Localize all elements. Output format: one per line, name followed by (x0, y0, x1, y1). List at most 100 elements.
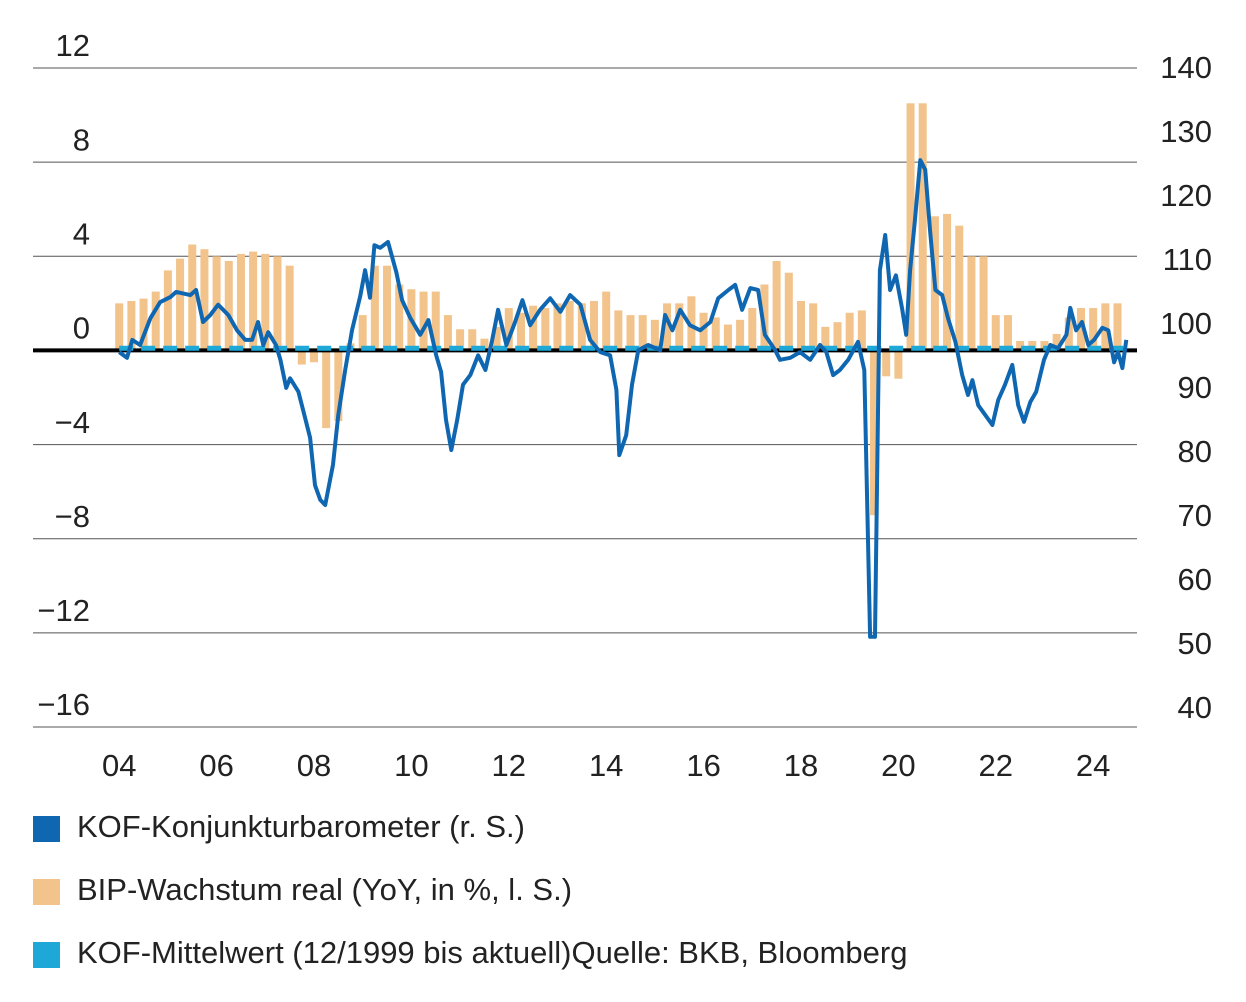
bar (906, 103, 915, 351)
bar (236, 253, 245, 351)
bar (480, 338, 489, 351)
bar (127, 301, 136, 351)
x-tick-label: 12 (492, 748, 526, 783)
bar (723, 324, 732, 351)
bar (918, 103, 927, 351)
x-tick-label: 16 (686, 748, 720, 783)
legend-label: KOF-Konjunkturbarometer (r. S.) (77, 809, 525, 844)
bar (261, 253, 270, 351)
y-tick-label: −16 (37, 687, 90, 722)
y-tick-label: 12 (56, 28, 90, 63)
y2-tick-label: 80 (1178, 434, 1212, 469)
bar (979, 256, 988, 351)
bar (882, 350, 891, 377)
bar (456, 329, 465, 351)
y2-tick-label: 110 (1163, 242, 1212, 277)
bar (602, 291, 611, 351)
y2-tick-label: 40 (1178, 690, 1212, 725)
legend-label: KOF-Mittelwert (12/1999 bis aktuell) (77, 935, 571, 970)
y2-tick-label: 100 (1160, 306, 1212, 341)
bar (1052, 333, 1061, 351)
bar (334, 350, 343, 422)
bar (297, 350, 306, 365)
bar (711, 317, 720, 351)
bar (492, 326, 501, 351)
y-tick-label: 8 (73, 122, 90, 157)
bar (115, 303, 124, 351)
bar (431, 291, 440, 351)
bar (784, 272, 793, 351)
bar (967, 256, 976, 351)
bar (626, 315, 635, 351)
bar (541, 308, 550, 351)
y-tick-label: −12 (37, 593, 90, 628)
bar (894, 350, 903, 379)
y-tick-label: −8 (55, 499, 90, 534)
bar (1016, 341, 1025, 351)
legend-label: BIP-Wachstum real (YoY, in %, l. S.) (77, 872, 572, 907)
x-tick-label: 04 (102, 748, 136, 783)
bar (833, 322, 842, 351)
bar (675, 303, 684, 351)
bar (577, 303, 586, 351)
bar (650, 319, 659, 351)
bar (285, 265, 294, 351)
y2-tick-label: 90 (1178, 370, 1212, 405)
y2-tick-label: 140 (1160, 50, 1212, 85)
bar (614, 310, 623, 351)
bar (1113, 303, 1122, 351)
x-tick-label: 18 (784, 748, 818, 783)
bar (991, 315, 1000, 351)
bar (176, 258, 185, 351)
bar (663, 303, 672, 351)
bar (249, 251, 258, 351)
bar (395, 284, 404, 351)
x-tick-label: 14 (589, 748, 623, 783)
bar (516, 312, 525, 351)
x-tick-label: 10 (394, 748, 428, 783)
bar (383, 265, 392, 351)
x-tick-label: 22 (979, 748, 1013, 783)
bar (760, 284, 769, 351)
y-tick-label: −4 (55, 405, 90, 440)
bar (212, 256, 221, 351)
bar (565, 301, 574, 351)
kof-line (118, 158, 1129, 639)
bar (955, 225, 964, 351)
y2-tick-label: 130 (1160, 114, 1212, 149)
bar (809, 303, 818, 351)
bar (419, 291, 428, 351)
x-tick-label: 08 (297, 748, 331, 783)
bar (468, 329, 477, 351)
y2-tick-label: 50 (1178, 626, 1212, 661)
bar (736, 319, 745, 351)
legend-swatch (33, 942, 60, 968)
y2-tick-label: 60 (1178, 562, 1212, 597)
bar (322, 350, 331, 429)
bar (870, 350, 879, 516)
bar (151, 291, 160, 351)
bar (529, 305, 538, 351)
bar (687, 296, 696, 351)
bar (188, 244, 197, 351)
bar (796, 301, 805, 351)
bar (748, 308, 757, 351)
bar (358, 315, 367, 351)
bar (504, 308, 513, 351)
bar (200, 249, 209, 351)
x-tick-label: 20 (881, 748, 915, 783)
legend-swatch (33, 879, 60, 905)
x-tick-label: 24 (1076, 748, 1110, 783)
y-tick-label: 4 (73, 216, 90, 251)
y2-tick-label: 70 (1178, 498, 1212, 533)
bar (273, 256, 282, 351)
bar (772, 260, 781, 351)
y2-tick-label: 120 (1160, 178, 1212, 213)
bar (821, 326, 830, 351)
bar (370, 265, 379, 351)
bar (699, 312, 708, 351)
source: Quelle: BKB, Bloomberg (571, 935, 907, 970)
legend-swatch (33, 816, 60, 842)
bar (638, 315, 647, 351)
